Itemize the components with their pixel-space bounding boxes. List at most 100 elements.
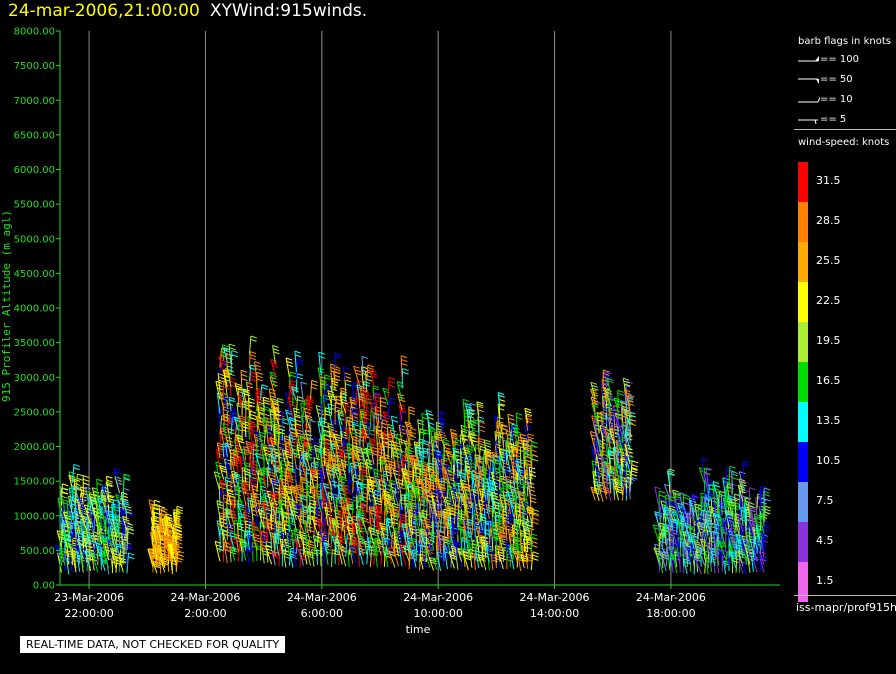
wind-barb (374, 539, 378, 556)
barb-flag (154, 499, 161, 503)
barb-flag (379, 417, 386, 421)
wind-barb (227, 428, 232, 447)
wind-barb (238, 415, 243, 429)
wind-barb (289, 428, 294, 442)
barb-flag (217, 506, 225, 510)
wind-barb (366, 528, 369, 545)
barb-flag (249, 417, 257, 421)
wind-barb (230, 459, 236, 474)
barb-flag (244, 517, 251, 521)
wind-barb (340, 431, 343, 447)
barb-flag (92, 490, 100, 494)
barb-flag (296, 534, 304, 537)
barb-flag (325, 407, 332, 411)
wind-barb (247, 497, 250, 513)
wind-barb (223, 444, 226, 467)
wind-barb (299, 456, 304, 478)
barb-flag (257, 390, 264, 394)
wind-barb (295, 438, 299, 458)
barb-flag (221, 397, 228, 401)
barb-flag (417, 422, 425, 426)
barb-flag (400, 355, 408, 359)
barb-flag (415, 477, 422, 481)
wind-barb (425, 528, 431, 542)
barb-flag (236, 434, 243, 438)
barb-flag (336, 447, 343, 451)
wind-barb (335, 522, 340, 545)
barb-flag (286, 360, 293, 364)
wind-barb (256, 432, 262, 448)
barb-flag (346, 500, 353, 504)
wind-barb (421, 413, 424, 436)
barb-flag (269, 444, 276, 448)
wind-barb (235, 534, 239, 552)
barb-flag (96, 478, 103, 482)
wind-barb (304, 398, 311, 420)
wind-barb (304, 408, 308, 429)
wind-barb (388, 479, 392, 496)
wind-barb (317, 421, 322, 439)
wind-barb (299, 435, 304, 449)
barb-flag (314, 488, 322, 492)
barb-flag (292, 388, 299, 392)
wind-barb (219, 465, 225, 480)
barb-flag (472, 546, 479, 550)
barb-flag (345, 491, 352, 495)
barb-flag (234, 475, 242, 479)
barb-flag (272, 364, 279, 368)
wind-barb (355, 451, 361, 472)
barb-flag (278, 523, 285, 527)
wind-barb (376, 479, 380, 501)
wind-barb (258, 478, 265, 499)
wind-barb (330, 429, 336, 447)
wind-barb (216, 392, 221, 414)
barb-flag (271, 499, 278, 503)
barb-flag (263, 406, 271, 410)
wind-barb (342, 484, 347, 503)
wind-barb (373, 537, 376, 557)
barb-flag (353, 473, 360, 477)
barb-flag (422, 512, 429, 516)
wind-barb (112, 513, 117, 533)
barb-flag (380, 396, 387, 400)
wind-barb (419, 534, 424, 553)
barb-flag (305, 411, 312, 415)
wind-barb (239, 538, 243, 553)
barb-flag (314, 444, 321, 448)
barb-flag (375, 502, 382, 506)
barb-flag (250, 503, 257, 507)
barb-flag (305, 449, 313, 453)
wind-barb (108, 534, 113, 551)
wind-barb (286, 534, 290, 555)
wind-barb (249, 442, 254, 458)
wind-barb (235, 445, 239, 462)
barb-flag (321, 483, 329, 487)
barb-flag (224, 374, 231, 378)
barb-flag (158, 505, 166, 509)
barb-flag (399, 516, 407, 520)
barb-flag (319, 441, 327, 445)
wind-barb (66, 510, 70, 534)
barb-flag (318, 370, 325, 374)
barb-flag (311, 386, 318, 390)
wind-barb (231, 499, 236, 519)
wind-barb (260, 444, 265, 464)
barb-flag (248, 397, 255, 401)
barb-flag (285, 392, 292, 396)
wind-barb (279, 466, 283, 491)
wind-barb (274, 522, 278, 544)
barb-flag (283, 549, 290, 553)
barb-flag (108, 513, 115, 517)
wind-barb (167, 526, 173, 545)
wind-barb (390, 448, 393, 467)
wind-barb (376, 414, 380, 434)
barb-flag (366, 450, 373, 454)
barb-flag (415, 445, 422, 449)
barb-flag (285, 357, 293, 361)
wind-barb (399, 494, 403, 511)
barb-flag (317, 367, 325, 371)
barb-flag (263, 416, 270, 420)
wind-barb (342, 520, 347, 545)
barb-flag (85, 553, 92, 557)
barb-flag (176, 535, 183, 539)
